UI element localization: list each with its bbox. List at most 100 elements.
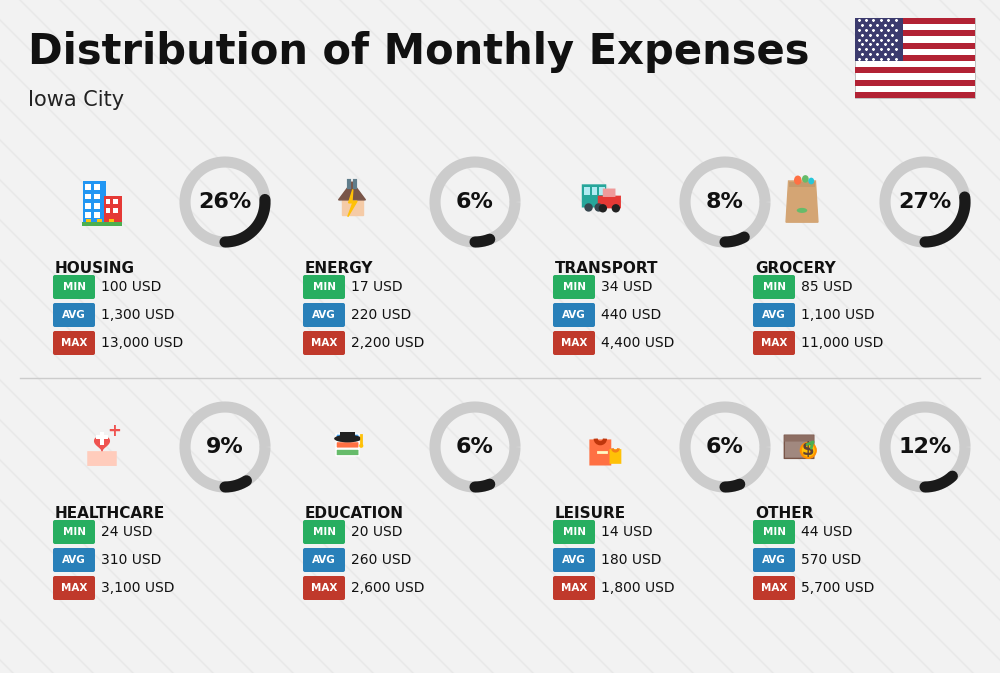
Text: MAX: MAX: [311, 338, 337, 348]
Text: ENERGY: ENERGY: [305, 261, 374, 276]
Text: 9%: 9%: [206, 437, 244, 457]
Text: MIN: MIN: [763, 282, 786, 292]
Text: 220 USD: 220 USD: [351, 308, 411, 322]
Bar: [96, 435, 108, 439]
FancyBboxPatch shape: [303, 275, 345, 299]
FancyBboxPatch shape: [53, 548, 95, 572]
Circle shape: [584, 203, 593, 212]
Text: 34 USD: 34 USD: [601, 280, 652, 294]
Text: 570 USD: 570 USD: [801, 553, 861, 567]
Text: 6%: 6%: [456, 192, 494, 212]
FancyBboxPatch shape: [53, 576, 95, 600]
Polygon shape: [339, 182, 365, 200]
FancyBboxPatch shape: [753, 520, 795, 544]
Bar: [82, 222, 122, 225]
Text: 13,000 USD: 13,000 USD: [101, 336, 183, 350]
FancyBboxPatch shape: [553, 331, 595, 355]
Text: 5,700 USD: 5,700 USD: [801, 581, 874, 595]
Text: 20 USD: 20 USD: [351, 525, 402, 539]
Bar: [83, 181, 106, 223]
Circle shape: [612, 204, 620, 213]
Text: AVG: AVG: [62, 310, 86, 320]
Text: 1,100 USD: 1,100 USD: [801, 308, 875, 322]
Text: 3,100 USD: 3,100 USD: [101, 581, 175, 595]
Text: 14 USD: 14 USD: [601, 525, 653, 539]
Text: 12%: 12%: [898, 437, 952, 457]
Ellipse shape: [797, 208, 807, 213]
FancyBboxPatch shape: [53, 331, 95, 355]
Text: 17 USD: 17 USD: [351, 280, 403, 294]
FancyBboxPatch shape: [336, 449, 359, 456]
Text: 6%: 6%: [706, 437, 744, 457]
Bar: [97, 219, 102, 222]
Text: MIN: MIN: [62, 527, 86, 537]
Text: 1,800 USD: 1,800 USD: [601, 581, 675, 595]
Text: EDUCATION: EDUCATION: [305, 506, 404, 521]
FancyBboxPatch shape: [303, 331, 345, 355]
Text: AVG: AVG: [312, 310, 336, 320]
Text: 8%: 8%: [706, 192, 744, 212]
Text: +: +: [107, 422, 121, 440]
Bar: [113, 208, 118, 213]
Bar: [340, 432, 355, 440]
FancyBboxPatch shape: [53, 303, 95, 327]
Bar: [106, 208, 110, 213]
Text: 440 USD: 440 USD: [601, 308, 661, 322]
FancyBboxPatch shape: [789, 182, 815, 222]
FancyBboxPatch shape: [784, 435, 814, 458]
Text: GROCERY: GROCERY: [755, 261, 836, 276]
Bar: [592, 187, 597, 195]
Text: MIN: MIN: [312, 282, 336, 292]
Text: MAX: MAX: [561, 583, 587, 593]
Bar: [104, 196, 122, 223]
Text: $: $: [802, 441, 815, 460]
Text: 11,000 USD: 11,000 USD: [801, 336, 883, 350]
Text: MAX: MAX: [761, 583, 787, 593]
Bar: [94, 194, 100, 199]
FancyBboxPatch shape: [753, 548, 795, 572]
Text: LEISURE: LEISURE: [555, 506, 626, 521]
Polygon shape: [786, 181, 818, 222]
Ellipse shape: [334, 435, 361, 442]
Text: MIN: MIN: [562, 282, 586, 292]
Bar: [855, 18, 975, 24]
Text: 100 USD: 100 USD: [101, 280, 161, 294]
Text: HEALTHCARE: HEALTHCARE: [55, 506, 165, 521]
Bar: [855, 67, 975, 73]
Bar: [113, 199, 118, 204]
FancyBboxPatch shape: [753, 331, 795, 355]
Text: MIN: MIN: [62, 282, 86, 292]
Text: MAX: MAX: [311, 583, 337, 593]
Bar: [94, 203, 100, 209]
Circle shape: [359, 444, 363, 448]
Bar: [855, 30, 975, 36]
Ellipse shape: [802, 175, 809, 182]
Polygon shape: [95, 437, 109, 451]
FancyBboxPatch shape: [598, 196, 621, 209]
FancyBboxPatch shape: [553, 520, 595, 544]
Bar: [85, 203, 91, 209]
FancyBboxPatch shape: [53, 520, 95, 544]
Text: Iowa City: Iowa City: [28, 90, 124, 110]
Text: 6%: 6%: [456, 437, 494, 457]
Bar: [100, 432, 104, 445]
Text: 310 USD: 310 USD: [101, 553, 161, 567]
Text: MAX: MAX: [61, 338, 87, 348]
Text: AVG: AVG: [762, 555, 786, 565]
Text: TRANSPORT: TRANSPORT: [555, 261, 658, 276]
Text: 26%: 26%: [198, 192, 252, 212]
FancyBboxPatch shape: [753, 275, 795, 299]
Text: Distribution of Monthly Expenses: Distribution of Monthly Expenses: [28, 31, 810, 73]
Text: 2,600 USD: 2,600 USD: [351, 581, 424, 595]
FancyBboxPatch shape: [303, 548, 345, 572]
Bar: [94, 184, 100, 190]
Text: AVG: AVG: [562, 310, 586, 320]
FancyBboxPatch shape: [553, 548, 595, 572]
Bar: [584, 187, 590, 195]
FancyBboxPatch shape: [784, 435, 814, 441]
Bar: [855, 18, 975, 98]
Text: 85 USD: 85 USD: [801, 280, 853, 294]
Ellipse shape: [794, 176, 802, 185]
Bar: [855, 42, 975, 48]
Text: AVG: AVG: [762, 310, 786, 320]
